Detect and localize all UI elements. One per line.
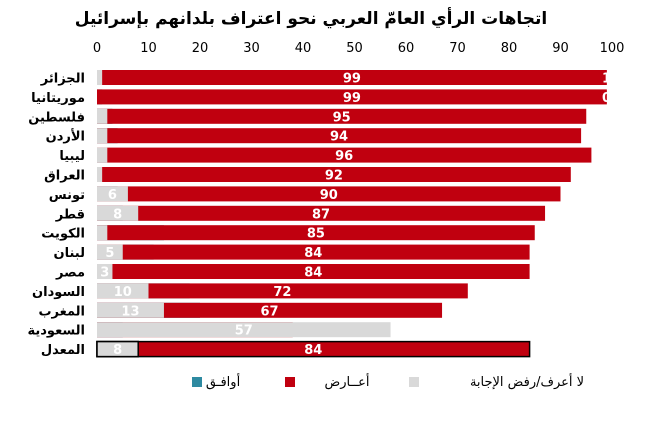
bar-value-label: 1 — [602, 72, 611, 87]
legend-swatch — [192, 377, 202, 387]
bar-segment — [97, 108, 108, 124]
category-label: لبنان — [54, 246, 85, 261]
bar-segment — [96, 340, 139, 358]
category-label: الأردن — [46, 128, 85, 145]
x-tick-label: 90 — [552, 41, 569, 56]
x-tick-label: 50 — [346, 41, 363, 56]
bar-segment — [97, 302, 164, 318]
x-tick-label: 40 — [295, 41, 312, 56]
bar-value-label: 67 — [260, 304, 278, 319]
category-label: قطر — [55, 207, 85, 222]
x-tick-label: 30 — [243, 41, 260, 56]
bar-segment — [97, 167, 103, 182]
bar-segment — [97, 283, 468, 299]
category-label: العراق — [44, 169, 85, 184]
category-label: المعدل — [41, 343, 85, 358]
bar-segment — [97, 70, 607, 85]
legend-label: أوافـق — [206, 373, 240, 390]
bar-value-label: 2 — [602, 149, 611, 164]
bar-value-label: 2 — [602, 110, 611, 125]
bar-segment — [97, 70, 103, 85]
bar-segment — [97, 264, 530, 279]
bar-value-label: 87 — [312, 207, 330, 222]
bar-value-label: 2 — [602, 130, 611, 145]
bar-value-label: 84 — [304, 343, 322, 358]
bar-value-label: 94 — [330, 130, 348, 145]
category-label: السعودية — [28, 324, 86, 339]
bar-value-label: 95 — [333, 110, 351, 125]
bar-segment — [97, 225, 108, 241]
category-label: السودان — [32, 285, 85, 300]
bar-segment — [97, 244, 123, 260]
bar-value-label: 99 — [343, 91, 361, 106]
bar-segment — [97, 128, 582, 144]
bar-segment — [97, 264, 113, 279]
category-label: موريتانيا — [31, 91, 85, 106]
bar-value-label: 99 — [343, 72, 361, 87]
category-label: المغرب — [38, 304, 85, 319]
bar-value-label: 10 — [114, 285, 132, 300]
bar-segment — [97, 186, 128, 202]
bar-value-label: 13 — [121, 304, 139, 319]
bar-value-label: 0 — [602, 91, 611, 106]
bar-segment — [97, 108, 587, 124]
bar-segment — [97, 302, 443, 318]
legend-label: لا أعرف/رفض الإجابة — [470, 373, 584, 390]
legend-swatch — [409, 377, 419, 387]
bar-segment — [97, 147, 108, 163]
x-tick-label: 100 — [600, 41, 625, 56]
chart-title: اتجاهات الرأي العامّ العربي نحو اعتراف ب… — [75, 7, 547, 29]
bar-value-label: 57 — [235, 324, 253, 339]
bar-segment — [97, 244, 530, 260]
bar-segment — [97, 205, 139, 221]
legend-swatch — [285, 377, 295, 387]
bar-segment — [97, 283, 149, 299]
bar-value-label: 84 — [304, 246, 322, 261]
bar-segment — [97, 167, 571, 182]
bar-value-label: 72 — [273, 285, 291, 300]
bar-value-label: 6 — [108, 188, 117, 203]
x-tick-label: 60 — [398, 41, 415, 56]
bar-segment — [97, 322, 391, 338]
category-label: ليبيا — [59, 149, 85, 164]
bar-value-label: 85 — [307, 227, 325, 242]
category-label: الجزائر — [40, 72, 85, 87]
bar-value-label: 96 — [335, 149, 353, 164]
category-label: مصر — [55, 266, 85, 281]
x-tick-label: 10 — [140, 41, 157, 56]
x-tick-label: 80 — [501, 41, 518, 56]
x-tick-label: 0 — [93, 41, 101, 56]
bar-value-label: 84 — [304, 266, 322, 281]
bar-value-label: 2 — [602, 227, 611, 242]
bar-segment — [97, 186, 561, 202]
bar-segment — [97, 89, 607, 105]
category-label: فلسطين — [28, 110, 85, 125]
bar-segment — [97, 128, 108, 144]
x-tick-label: 20 — [192, 41, 209, 56]
x-tick-label: 70 — [449, 41, 466, 56]
bar-value-label: 92 — [325, 169, 343, 184]
bar-value-label: 1 — [602, 169, 611, 184]
bar-value-label: 5 — [105, 246, 114, 261]
bar-value-label: 8 — [113, 343, 122, 358]
bar-value-label: 8 — [113, 207, 122, 222]
category-label: تونس — [49, 188, 85, 203]
category-label: الكويت — [41, 227, 85, 242]
bar-segment — [97, 147, 592, 163]
legend-label: أعــارض — [325, 373, 370, 390]
bar-value-label: 90 — [320, 188, 338, 203]
bar-segment — [97, 225, 535, 241]
bar-segment — [97, 205, 546, 221]
bar-value-label: 3 — [100, 266, 109, 281]
